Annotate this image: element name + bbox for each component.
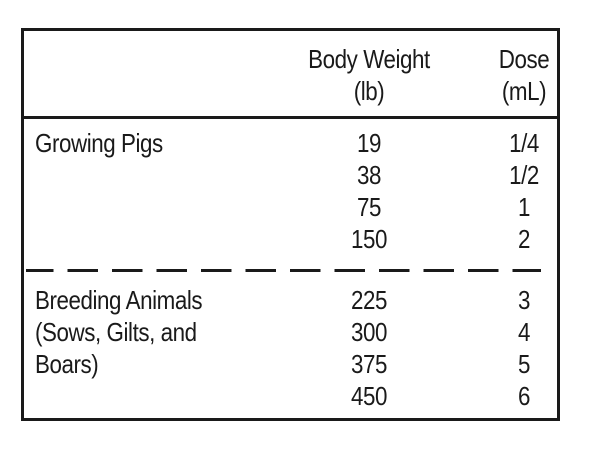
- dose-value: 2: [517, 224, 531, 254]
- dosage-table: Body Weight (lb) Dose (mL) Growing Pigs …: [21, 28, 560, 421]
- weights-breeding-animals: 225 300 375 450: [305, 284, 434, 412]
- weight-value: 375: [350, 349, 388, 379]
- header-body-weight-line-1: Body Weight: [308, 44, 430, 74]
- weight-value: 225: [350, 285, 388, 315]
- group-label-line: Breeding Animals: [35, 285, 203, 315]
- weight-value: 450: [350, 381, 388, 411]
- group-label-line: Growing Pigs: [35, 128, 163, 158]
- doses-growing-pigs: 1/4 1/2 1 2: [481, 127, 567, 255]
- header-dose: Dose (mL): [481, 43, 567, 107]
- weight-value: 75: [356, 192, 381, 222]
- weight-value: 19: [356, 128, 381, 158]
- weight-value: 38: [356, 160, 381, 190]
- dose-value: 4: [517, 317, 531, 347]
- group-label-line: (Sows, Gilts, and: [35, 317, 197, 347]
- weight-value: 150: [350, 224, 388, 254]
- dose-value: 5: [517, 349, 531, 379]
- header-dose-line-1: Dose: [498, 44, 550, 74]
- weight-value: 300: [350, 317, 388, 347]
- dose-value: 6: [517, 381, 531, 411]
- header-dose-line-2: (mL): [501, 76, 547, 106]
- doses-breeding-animals: 3 4 5 6: [481, 284, 567, 412]
- dose-value: 1/2: [509, 160, 539, 190]
- group-label-growing-pigs: Growing Pigs: [35, 127, 163, 159]
- dose-value: 1: [517, 192, 531, 222]
- dose-value: 1/4: [509, 128, 539, 158]
- group-label-breeding-animals: Breeding Animals (Sows, Gilts, and Boars…: [35, 284, 203, 380]
- weights-growing-pigs: 19 38 75 150: [305, 127, 434, 255]
- group-divider-dashed: [26, 269, 541, 272]
- header-divider: [24, 116, 557, 119]
- dose-value: 3: [517, 285, 531, 315]
- header-body-weight-line-2: (lb): [353, 76, 385, 106]
- header-body-weight: Body Weight (lb): [305, 43, 434, 107]
- group-label-line: Boars): [35, 349, 99, 379]
